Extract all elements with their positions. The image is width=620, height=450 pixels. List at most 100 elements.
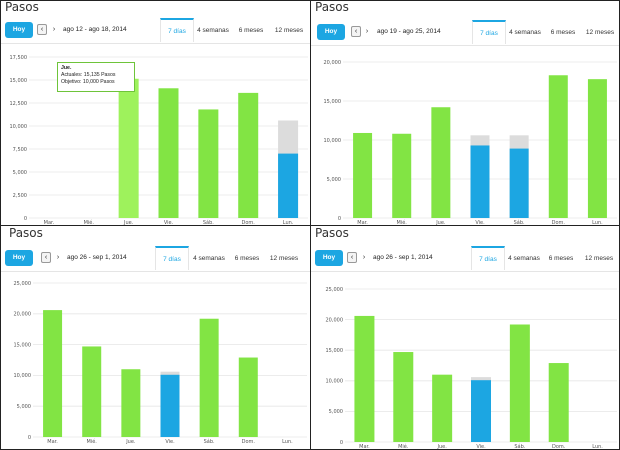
steps-bar (82, 346, 102, 437)
date-range: ago 19 - ago 25, 2014 (377, 28, 441, 35)
x-tick-label: Lun. (592, 220, 603, 226)
tab-12-months[interactable]: 12 meses (584, 255, 614, 262)
tab-4-weeks[interactable]: 4 semanas (197, 27, 229, 34)
y-tick-label: 5,000 (327, 177, 341, 183)
steps-bar (199, 318, 219, 437)
tab-7-days[interactable]: 7 días (160, 18, 194, 42)
tab-7-days[interactable]: 7 días (471, 246, 505, 270)
toolbar: Hoy ‹ › ago 26 - sep 1, 2014 7 días 4 se… (1, 246, 310, 272)
steps-bar (354, 315, 375, 442)
steps-chart: 0 5,000 10,000 15,000 20,000 25,000 Mar. Mié. Ju… (326, 287, 617, 450)
x-tick-label: Dom. (242, 220, 256, 226)
today-button[interactable]: Hoy (5, 22, 33, 38)
y-tick-label: 5,000 (17, 404, 31, 410)
steps-bar (548, 363, 569, 442)
tab-7-days[interactable]: 7 días (155, 246, 189, 270)
steps-bar (121, 369, 141, 437)
x-tick-label: Dom. (552, 444, 566, 450)
chevron-left-icon[interactable]: ‹ (41, 252, 51, 263)
chevron-left-icon[interactable]: ‹ (347, 252, 357, 263)
y-tick-label: 5,000 (329, 409, 343, 415)
x-tick-label: Mar. (357, 220, 368, 226)
steps-bar (160, 374, 180, 437)
y-tick-label: 15,000 (10, 78, 28, 84)
chevron-right-icon[interactable]: › (365, 28, 369, 35)
chevron-left-icon[interactable]: ‹ (37, 24, 47, 35)
steps-bar (238, 92, 259, 218)
steps-bar (471, 380, 491, 442)
x-tick-label: Jue. (123, 220, 134, 226)
x-tick-label: Dom. (552, 220, 566, 226)
y-tick-label: 0 (340, 440, 343, 446)
tab-6-months[interactable]: 6 meses (238, 27, 264, 34)
y-tick-label: 0 (28, 435, 31, 441)
tab-4-weeks[interactable]: 4 semanas (193, 255, 225, 262)
tab-6-months[interactable]: 6 meses (548, 255, 574, 262)
x-tick-label: Jue. (436, 444, 447, 450)
tooltip-goal: Objetivo: 10,000 Pasos (61, 79, 115, 85)
x-tick-label: Sáb. (514, 219, 525, 226)
y-tick-label: 25,000 (14, 281, 32, 287)
y-tick-label: 2,500 (13, 193, 27, 199)
tooltip-day: Jue. (61, 65, 72, 71)
chevron-right-icon[interactable]: › (362, 254, 366, 261)
steps-bar (548, 75, 568, 218)
panel-title: Pasos (315, 226, 349, 240)
chevron-right-icon[interactable]: › (52, 26, 56, 33)
y-tick-label: 5,000 (13, 170, 27, 176)
y-tick-label: 10,000 (14, 373, 32, 379)
today-button[interactable]: Hoy (315, 250, 343, 266)
x-tick-label: Sáb. (514, 443, 525, 450)
toolbar-divider (1, 271, 310, 272)
x-tick-label: Lun. (282, 439, 293, 445)
x-tick-label: Mar. (47, 439, 58, 445)
steps-bar (509, 324, 530, 442)
steps-panel-bottom-left: Pasos Hoy ‹ › ago 26 - sep 1, 2014 7 día… (0, 225, 311, 450)
y-tick-label: 10,000 (326, 379, 344, 385)
x-tick-label: Mié. (84, 219, 95, 226)
steps-chart: 0 5,000 10,000 15,000 20,000 25,000 Mar. Mié. Ju… (14, 281, 307, 445)
today-button[interactable]: Hoy (317, 24, 345, 40)
steps-bar (353, 132, 373, 218)
y-tick-label: 15,000 (14, 342, 32, 348)
tab-4-weeks[interactable]: 4 semanas (509, 29, 541, 36)
panel-title: Pasos (5, 0, 39, 14)
y-tick-label: 10,000 (324, 138, 342, 144)
y-tick-label: 0 (24, 216, 27, 222)
steps-bar (43, 310, 63, 437)
tooltip-actual: Actuales: 15,135 Pasos (61, 72, 116, 78)
date-range: ago 26 - sep 1, 2014 (373, 254, 433, 261)
x-tick-label: Mié. (87, 438, 98, 445)
steps-bar (393, 352, 414, 442)
x-tick-label: Sáb. (203, 219, 214, 226)
y-tick-label: 10,000 (10, 124, 28, 130)
x-tick-label: Vie. (164, 220, 174, 226)
steps-bar (509, 148, 529, 218)
panel-title: Pasos (315, 0, 349, 14)
date-range: ago 26 - sep 1, 2014 (67, 254, 127, 261)
x-tick-label: Lun. (283, 220, 294, 226)
tab-4-weeks[interactable]: 4 semanas (508, 255, 540, 262)
tab-12-months[interactable]: 12 meses (585, 29, 615, 36)
y-tick-label: 17,500 (10, 55, 28, 61)
steps-bar (158, 88, 179, 218)
today-button[interactable]: Hoy (5, 250, 33, 266)
steps-bar (431, 107, 451, 218)
x-tick-label: Vie. (475, 220, 485, 226)
chevron-left-icon[interactable]: ‹ (351, 26, 361, 37)
x-tick-label: Jue. (125, 439, 136, 445)
y-tick-label: 15,000 (326, 348, 344, 354)
tab-6-months[interactable]: 6 meses (234, 255, 260, 262)
steps-bar (198, 109, 219, 218)
x-tick-label: Sáb. (204, 438, 215, 445)
tab-12-months[interactable]: 12 meses (274, 27, 304, 34)
steps-panel-top-right: Pasos Hoy ‹ › ago 19 - ago 25, 2014 7 dí… (310, 0, 620, 226)
tab-7-days[interactable]: 7 días (472, 20, 506, 44)
y-tick-label: 12,500 (10, 101, 28, 107)
tab-6-months[interactable]: 6 meses (550, 29, 576, 36)
chevron-right-icon[interactable]: › (56, 254, 60, 261)
tab-12-months[interactable]: 12 meses (269, 255, 299, 262)
steps-bar (432, 374, 453, 442)
y-tick-label: 7,500 (13, 147, 27, 153)
date-range: ago 12 - ago 18, 2014 (63, 26, 127, 33)
